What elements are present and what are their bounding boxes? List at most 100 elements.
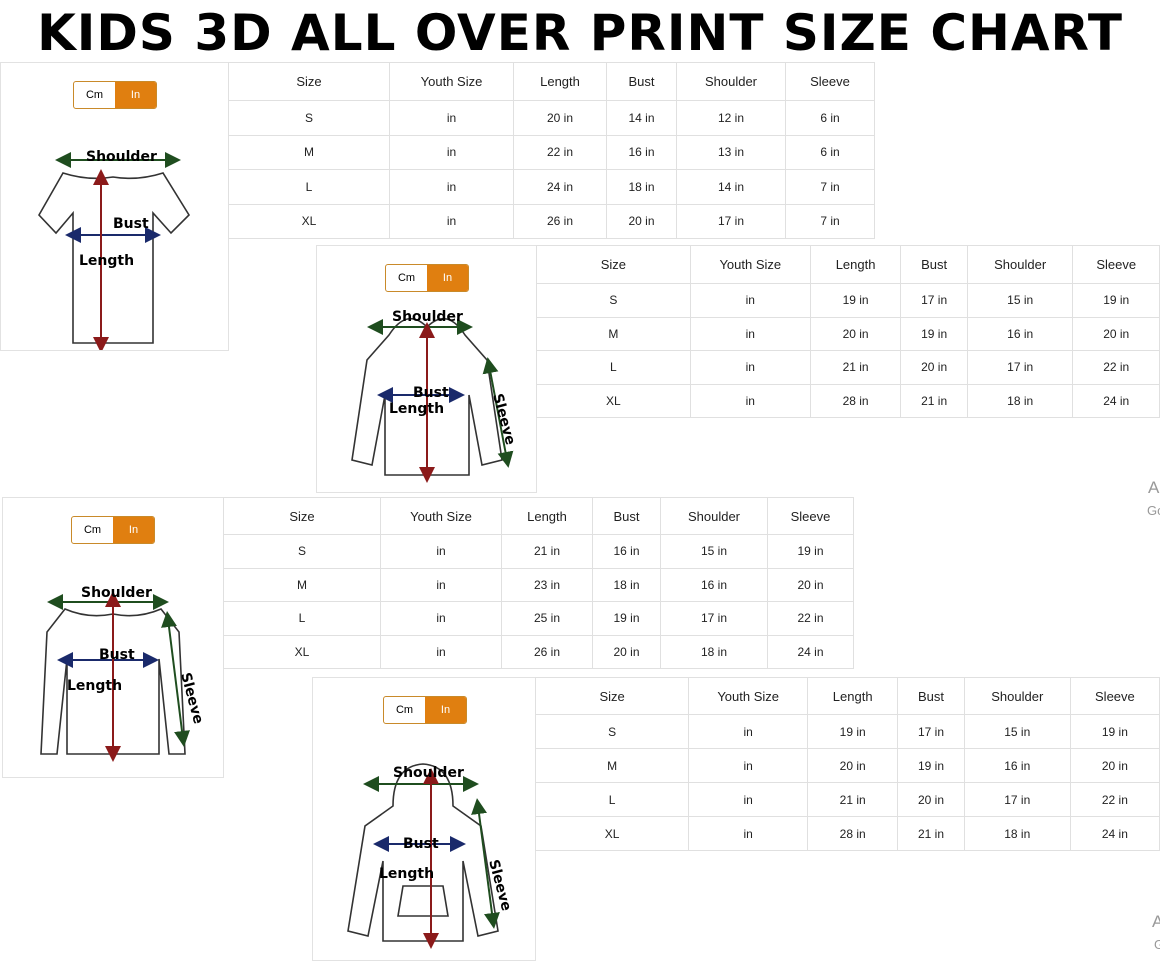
- table-cell: 18 in: [963, 816, 1071, 851]
- table-cell: in: [389, 203, 514, 239]
- bust-label: Bust: [413, 385, 449, 401]
- length-label: Length: [67, 678, 122, 694]
- table-cell: S: [223, 534, 381, 569]
- watermark-text: A: [1148, 478, 1160, 497]
- unit-option[interactable]: In: [113, 517, 154, 543]
- table-cell: M: [536, 316, 691, 351]
- table-cell: 21 in: [807, 782, 899, 817]
- table-cell: 15 in: [966, 283, 1074, 318]
- table-cell: XL: [534, 816, 690, 851]
- header-cell: Sleeve: [767, 497, 854, 535]
- length-label: Length: [79, 253, 134, 269]
- garment-drawing: Shoulder Bust Length: [38, 149, 191, 351]
- unit-option[interactable]: In: [427, 265, 468, 291]
- header-cell: Sleeve: [1072, 245, 1160, 284]
- table-cell: 16 in: [592, 534, 661, 569]
- table-cell: 25 in: [501, 601, 593, 636]
- length-label: Length: [389, 401, 444, 417]
- unit-option[interactable]: Cm: [85, 89, 104, 101]
- table-cell: 17 in: [963, 782, 1071, 817]
- table-cell: 16 in: [963, 748, 1071, 783]
- table-cell: 16 in: [966, 316, 1074, 351]
- table-cell: 16 in: [606, 134, 677, 170]
- table-cell: 20 in: [1069, 748, 1160, 783]
- table-cell: in: [688, 748, 809, 783]
- bust-label: Bust: [99, 647, 135, 663]
- header-cell: Youth Size: [380, 497, 502, 535]
- table-cell: 26 in: [513, 203, 607, 239]
- table-header-row: Size Youth Size Length Bust Shoulder Sleeve: [223, 497, 854, 535]
- watermark-text: Go: [1147, 503, 1160, 518]
- shoulder-label: Shoulder: [392, 309, 463, 325]
- table-cell: in: [389, 169, 514, 205]
- table-cell: 18 in: [592, 567, 661, 602]
- table-cell: in: [688, 816, 809, 851]
- table-cell: 20 in: [767, 567, 854, 602]
- table-cell: L: [223, 601, 381, 636]
- table-cell: 17 in: [966, 350, 1074, 385]
- shoulder-label: Shoulder: [81, 585, 152, 601]
- table-cell: in: [380, 534, 502, 569]
- unit-option[interactable]: Cm: [395, 704, 414, 716]
- table-cell: in: [689, 383, 811, 418]
- table-cell: 22 in: [513, 134, 607, 170]
- header-cell: Bust: [897, 677, 965, 715]
- unit-option[interactable]: In: [425, 697, 466, 723]
- table-cell: XL: [223, 634, 381, 669]
- header-cell: Length: [807, 677, 899, 715]
- table-cell: 24 in: [1072, 383, 1160, 418]
- table-cell: 28 in: [809, 383, 902, 418]
- header-cell: Size: [223, 497, 381, 535]
- garment-box: Cm In Shoulder Bust Length: [0, 62, 229, 351]
- header-cell: Bust: [900, 245, 968, 284]
- table-cell: in: [688, 714, 809, 749]
- table-cell: 14 in: [676, 169, 786, 205]
- table-cell: 20 in: [606, 203, 677, 239]
- table-cell: M: [534, 748, 690, 783]
- table-cell: 20 in: [807, 748, 899, 783]
- table-cell: 15 in: [660, 534, 768, 569]
- table-cell: in: [689, 283, 811, 318]
- garment-box: Cm In Shoulder Bust Length Sleeve: [2, 497, 224, 778]
- table-cell: 14 in: [606, 100, 677, 136]
- header-cell: Size: [536, 245, 691, 284]
- table-cell: S: [228, 100, 390, 136]
- table-cell: 19 in: [1069, 714, 1160, 749]
- watermark-text: A: [1152, 912, 1160, 931]
- table-header-row: Size Youth Size Length Bust Shoulder Sleeve: [536, 245, 1160, 284]
- table-cell: S: [534, 714, 690, 749]
- shoulder-label: Shoulder: [393, 765, 464, 781]
- unit-toggle: Cm In: [73, 81, 157, 109]
- table-cell: 22 in: [1069, 782, 1160, 817]
- header-cell: Shoulder: [966, 245, 1074, 284]
- table-cell: 7 in: [785, 169, 875, 205]
- table-cell: L: [228, 169, 390, 205]
- unit-option[interactable]: Cm: [397, 272, 416, 284]
- unit-option[interactable]: In: [115, 82, 156, 108]
- table-cell: 19 in: [1072, 283, 1160, 318]
- header-cell: Size: [228, 62, 390, 101]
- table-cell: S: [536, 283, 691, 318]
- table-cell: 18 in: [606, 169, 677, 205]
- header-cell: Youth Size: [689, 245, 811, 284]
- header-cell: Bust: [606, 62, 677, 101]
- header-cell: Size: [534, 677, 690, 715]
- table-cell: 21 in: [809, 350, 902, 385]
- unit-option[interactable]: Cm: [83, 524, 102, 536]
- table-cell: 24 in: [767, 634, 854, 669]
- table-cell: L: [536, 350, 691, 385]
- header-cell: Youth Size: [389, 62, 514, 101]
